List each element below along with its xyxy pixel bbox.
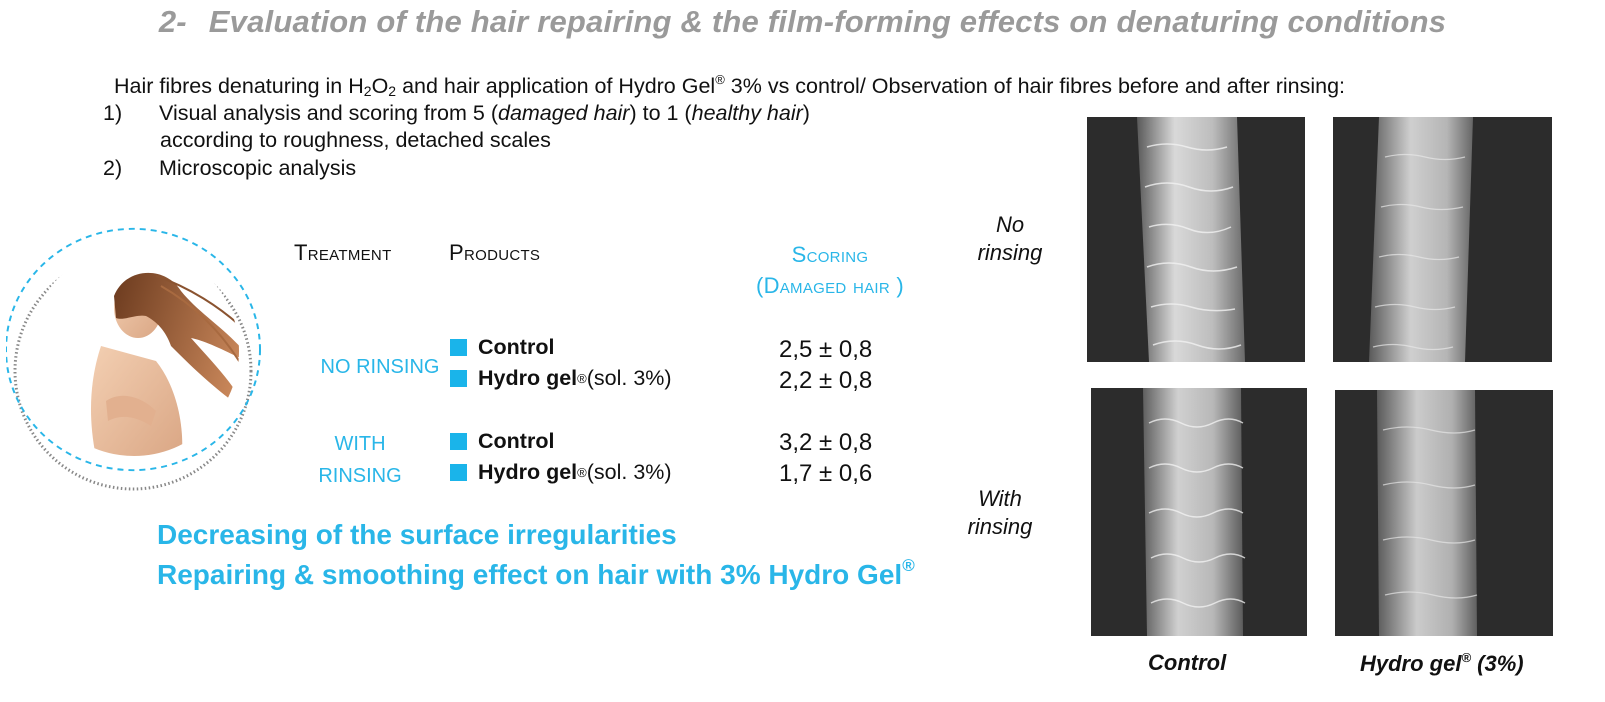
row-label-line: rinsing	[967, 514, 1033, 539]
step-1: 1) Visual analysis and scoring from 5 (da…	[103, 101, 810, 126]
hair-fibre-micrograph-icon	[1137, 117, 1245, 362]
micrograph-hydrogel-no-rinsing	[1333, 117, 1552, 362]
step-number: 1)	[103, 101, 123, 125]
bullet-square-icon	[450, 370, 467, 387]
product-name: Control	[478, 335, 555, 359]
registered-mark: ®	[902, 556, 915, 575]
row-label-no-rinsing: No rinsing	[965, 211, 1055, 267]
caption-text: Hydro gel	[1360, 651, 1462, 676]
section-number: 2-	[158, 4, 187, 39]
product-row: Control	[450, 429, 554, 454]
step-2: 2) Microscopic analysis	[103, 156, 356, 181]
step-text: Visual analysis and scoring from 5 (	[159, 101, 498, 125]
score-value: 3,2 ± 0,8	[779, 429, 873, 456]
header-scoring: Scoring	[791, 242, 869, 267]
group-label-line: NO RINSING	[320, 356, 440, 378]
model-photo-icon	[5, 227, 261, 491]
product-name: Control	[478, 429, 555, 453]
product-row: Hydro gel ® (sol. 3%)	[450, 366, 672, 391]
bullet-square-icon	[450, 433, 467, 450]
group-label-line: WITH	[334, 433, 386, 455]
hair-fibre-micrograph-icon	[1143, 388, 1246, 636]
product-row: Control	[450, 335, 554, 360]
group-label-line: RINSING	[318, 465, 402, 487]
step-text: ) to 1 (	[629, 101, 692, 125]
title-text: Evaluation of the hair repairing & the f…	[208, 4, 1447, 39]
hair-fibre-micrograph-icon	[1369, 117, 1473, 362]
intro-part: Hair fibres denaturing in H	[114, 74, 364, 98]
registered-mark: ®	[1461, 650, 1472, 665]
registered-mark: ®	[715, 72, 725, 87]
subscript: 2	[388, 83, 397, 99]
intro-part: and hair application of Hydro Gel	[396, 74, 716, 98]
conclusion-line-2: Repairing & smoothing effect on hair wit…	[157, 556, 915, 591]
hair-model-illustration	[5, 226, 268, 498]
micrograph-control-with-rinsing	[1091, 388, 1307, 636]
step-text: )	[802, 101, 810, 125]
row-label-with-rinsing: With rinsing	[955, 485, 1045, 541]
header-scoring-subtitle: (Damaged hair )	[755, 273, 905, 298]
subscript: 2	[363, 83, 372, 99]
page-title: 2- Evaluation of the hair repairing & the…	[0, 4, 1605, 40]
product-name: Hydro gel	[478, 366, 578, 390]
score-value: 1,7 ± 0,6	[779, 460, 873, 487]
group-label-with-rinsing: WITH RINSING	[280, 428, 440, 492]
registered-mark: ®	[577, 465, 587, 480]
intro-part: 3% vs control/ Observation of hair fibre…	[724, 74, 1346, 98]
caption-hydro-gel: Hydro gel® (3%)	[1360, 650, 1524, 677]
header-products: Products	[449, 240, 541, 265]
caption-control: Control	[1148, 650, 1227, 675]
intro-part: O	[371, 74, 389, 98]
step-number: 2)	[103, 156, 123, 180]
bullet-square-icon	[450, 339, 467, 356]
step-text: Microscopic analysis	[159, 156, 357, 180]
product-row: Hydro gel ® (sol. 3%)	[450, 460, 672, 485]
group-label-no-rinsing: NO RINSING	[300, 351, 460, 383]
step-emphasis: healthy hair	[691, 101, 803, 125]
score-value: 2,2 ± 0,8	[779, 367, 873, 394]
conclusion-line-1: Decreasing of the surface irregularities	[157, 519, 677, 550]
score-value: 2,5 ± 0,8	[779, 336, 873, 363]
intro-text: Hair fibres denaturing in H2O2 and hair …	[114, 72, 1345, 99]
step-emphasis: damaged hair	[497, 101, 630, 125]
registered-mark: ®	[577, 371, 587, 386]
hair-fibre-micrograph-icon	[1377, 390, 1478, 636]
micrograph-control-no-rinsing	[1087, 117, 1305, 362]
row-label-line: With	[978, 486, 1022, 511]
step-1-line2: according to roughness, detached scales	[160, 128, 551, 152]
product-suffix: (sol. 3%)	[586, 366, 672, 390]
product-name: Hydro gel	[478, 460, 578, 484]
row-label-line: rinsing	[977, 240, 1043, 265]
conclusion-text: Repairing & smoothing effect on hair wit…	[157, 559, 903, 590]
micrograph-hydrogel-with-rinsing	[1335, 390, 1553, 636]
row-label-line: No	[995, 212, 1025, 237]
header-treatment: Treatment	[294, 240, 392, 265]
caption-text: (3%)	[1471, 651, 1524, 676]
bullet-square-icon	[450, 464, 467, 481]
product-suffix: (sol. 3%)	[586, 460, 672, 484]
